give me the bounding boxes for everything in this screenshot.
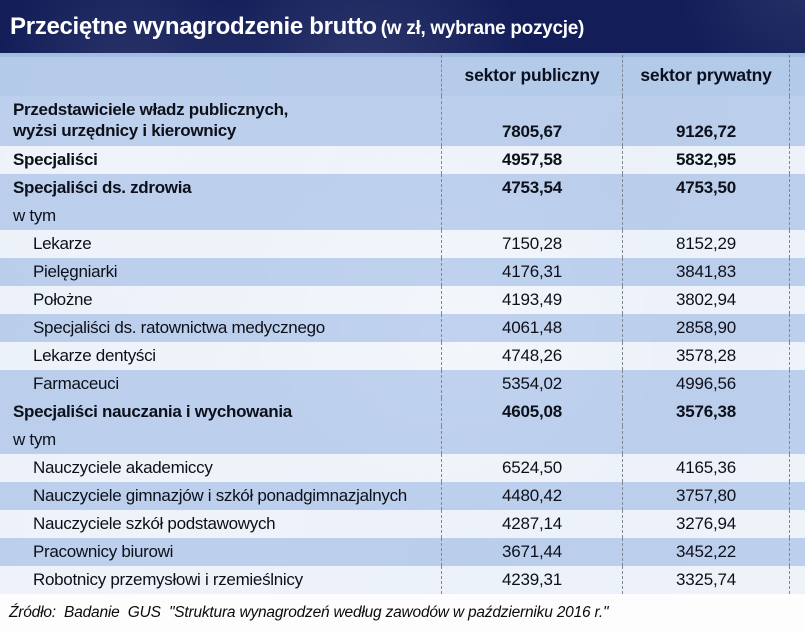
row-right-edge (789, 510, 805, 538)
row-right-edge (789, 146, 805, 174)
source-note: Źródło: Badanie GUS "Struktura wynagrodz… (0, 594, 805, 632)
table-row: Specjaliści ds. zdrowia 4753,54 4753,50 (0, 174, 805, 202)
row-right-edge (789, 258, 805, 286)
row-label: Lekarze dentyści (33, 345, 156, 365)
row-label: Farmaceuci (33, 373, 119, 393)
cell-public: 4176,31 (441, 258, 622, 286)
table-row: Nauczyciele akademiccy 6524,50 4165,36 (0, 454, 805, 482)
row-right-edge (789, 538, 805, 566)
row-label: Przedstawiciele władz publicznych, wyżsi… (13, 100, 289, 140)
row-label: Nauczyciele gimnazjów i szkół ponadgimna… (33, 485, 407, 505)
salary-table: sektor publiczny sektor prywatny Przedst… (0, 55, 805, 594)
cell-public: 4239,31 (441, 566, 622, 594)
table-row: Pielęgniarki 4176,31 3841,83 (0, 258, 805, 286)
cell-private (622, 426, 789, 454)
cell-public (441, 426, 622, 454)
row-right-edge (789, 314, 805, 342)
cell-public: 4287,14 (441, 510, 622, 538)
cell-public: 4957,58 (441, 146, 622, 174)
row-label: Położne (33, 289, 93, 309)
row-right-edge (789, 482, 805, 510)
cell-public: 7150,28 (441, 230, 622, 258)
cell-private: 3325,74 (622, 566, 789, 594)
row-right-edge (789, 96, 805, 146)
cell-public: 5354,02 (441, 370, 622, 398)
row-right-edge (789, 202, 805, 230)
title-bar: Przeciętne wynagrodzenie brutto (w zł, wy… (0, 0, 805, 55)
table-row: w tym (0, 202, 805, 230)
header-spacer (0, 55, 441, 96)
table-row: Pracownicy biurowi 3671,44 3452,22 (0, 538, 805, 566)
row-right-edge (789, 398, 805, 426)
row-right-edge (789, 454, 805, 482)
cell-private: 3757,80 (622, 482, 789, 510)
row-right-edge (789, 174, 805, 202)
cell-private: 4165,36 (622, 454, 789, 482)
table-row: Specjaliści nauczania i wychowania 4605,… (0, 398, 805, 426)
row-right-edge (789, 370, 805, 398)
row-label: Specjaliści nauczania i wychowania (13, 401, 292, 421)
cell-private: 4996,56 (622, 370, 789, 398)
table-row: Robotnicy przemysłowi i rzemieślnicy 423… (0, 566, 805, 594)
cell-private: 9126,72 (622, 96, 789, 146)
row-right-edge (789, 286, 805, 314)
cell-private: 5832,95 (622, 146, 789, 174)
row-label: Lekarze (33, 233, 92, 253)
table-row: Nauczyciele szkół podstawowych 4287,14 3… (0, 510, 805, 538)
table-row: Farmaceuci 5354,02 4996,56 (0, 370, 805, 398)
row-right-edge (789, 342, 805, 370)
table-row: Nauczyciele gimnazjów i szkół ponadgimna… (0, 482, 805, 510)
row-label: Nauczyciele szkół podstawowych (33, 513, 276, 533)
table-row: Lekarze 7150,28 8152,29 (0, 230, 805, 258)
row-label: Robotnicy przemysłowi i rzemieślnicy (33, 569, 303, 589)
table-header-row: sektor publiczny sektor prywatny (0, 55, 805, 96)
cell-private: 3578,28 (622, 342, 789, 370)
row-label: Specjaliści ds. ratownictwa medycznego (33, 317, 325, 337)
row-right-edge (789, 566, 805, 594)
page-title-suffix: (w zł, wybrane pozycje) (380, 17, 585, 39)
cell-public: 4480,42 (441, 482, 622, 510)
table-row: w tym (0, 426, 805, 454)
salary-table-body: Przedstawiciele władz publicznych, wyżsi… (0, 96, 805, 594)
table-right-edge (789, 55, 805, 96)
cell-public: 4605,08 (441, 398, 622, 426)
column-header-public: sektor publiczny (441, 55, 622, 96)
row-right-edge (789, 426, 805, 454)
cell-private: 3276,94 (622, 510, 789, 538)
table-row: Lekarze dentyści 4748,26 3578,28 (0, 342, 805, 370)
row-label: w tym (13, 429, 56, 449)
source-text: Źródło: Badanie GUS "Struktura wynagrodz… (9, 604, 609, 621)
row-label: Nauczyciele akademiccy (33, 457, 213, 477)
cell-private: 3452,22 (622, 538, 789, 566)
cell-private: 8152,29 (622, 230, 789, 258)
cell-private: 2858,90 (622, 314, 789, 342)
table-row: Specjaliści 4957,58 5832,95 (0, 146, 805, 174)
table-row: Specjaliści ds. ratownictwa medycznego 4… (0, 314, 805, 342)
cell-public: 3671,44 (441, 538, 622, 566)
cell-private: 3576,38 (622, 398, 789, 426)
row-label: w tym (13, 205, 56, 225)
page-title: Przeciętne wynagrodzenie brutto (w zł, wy… (0, 13, 584, 41)
cell-public: 6524,50 (441, 454, 622, 482)
cell-public: 4748,26 (441, 342, 622, 370)
cell-public: 4193,49 (441, 286, 622, 314)
row-label: Specjaliści ds. zdrowia (13, 177, 192, 197)
cell-public (441, 202, 622, 230)
row-right-edge (789, 230, 805, 258)
row-label: Pracownicy biurowi (33, 541, 174, 561)
cell-private: 3841,83 (622, 258, 789, 286)
cell-private (622, 202, 789, 230)
cell-public: 4061,48 (441, 314, 622, 342)
page-title-main: Przeciętne wynagrodzenie brutto (10, 12, 377, 40)
column-header-private: sektor prywatny (622, 55, 789, 96)
cell-public: 4753,54 (441, 174, 622, 202)
cell-public: 7805,67 (441, 96, 622, 146)
table-row: Przedstawiciele władz publicznych, wyżsi… (0, 96, 805, 146)
table-row: Położne 4193,49 3802,94 (0, 286, 805, 314)
row-label: Pielęgniarki (33, 261, 118, 281)
cell-private: 4753,50 (622, 174, 789, 202)
row-label: Specjaliści (13, 149, 98, 169)
cell-private: 3802,94 (622, 286, 789, 314)
